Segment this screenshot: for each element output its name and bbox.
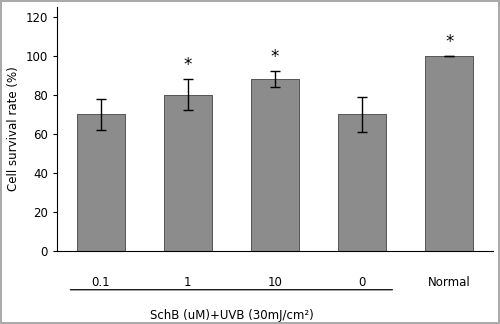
Bar — [251, 79, 299, 251]
Y-axis label: Cell survival rate (%): Cell survival rate (%) — [7, 66, 20, 191]
Bar — [426, 56, 473, 251]
Text: *: * — [445, 33, 454, 51]
Bar — [338, 114, 386, 251]
Text: *: * — [271, 48, 279, 66]
Bar — [76, 114, 124, 251]
Bar — [164, 95, 212, 251]
Text: SchB (uM)+UVB (30mJ/cm²): SchB (uM)+UVB (30mJ/cm²) — [150, 309, 314, 322]
Text: 1: 1 — [184, 276, 192, 289]
Text: 0.1: 0.1 — [92, 276, 110, 289]
Text: 10: 10 — [268, 276, 282, 289]
Text: *: * — [184, 56, 192, 74]
Text: 0: 0 — [358, 276, 366, 289]
Text: Normal: Normal — [428, 276, 470, 289]
